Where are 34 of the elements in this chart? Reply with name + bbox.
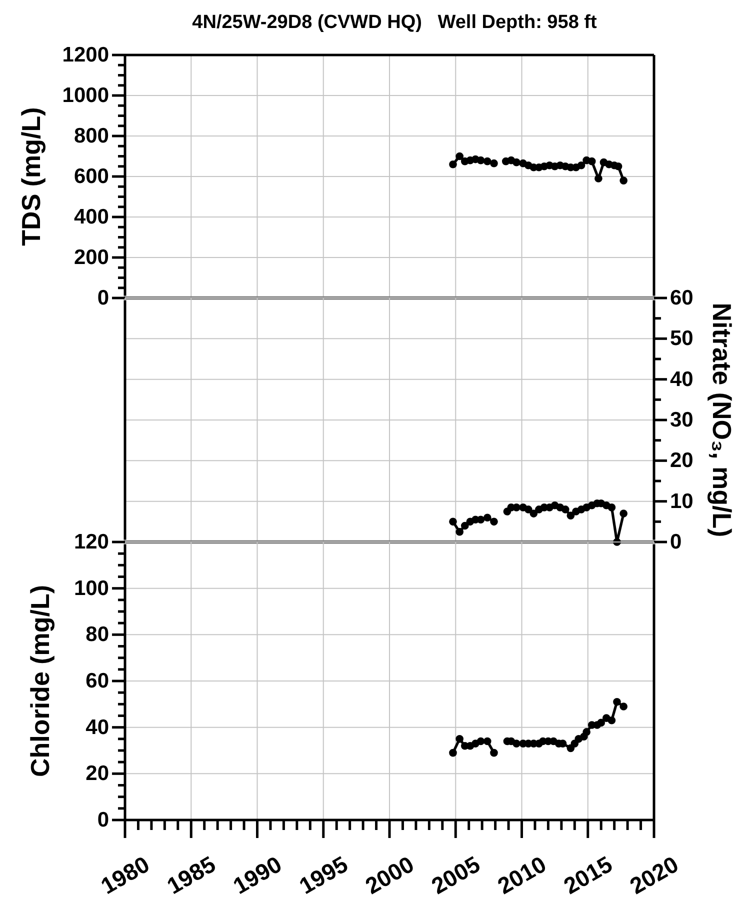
x-tick-label: 1980 xyxy=(96,850,154,900)
x-tick-label: 2000 xyxy=(360,850,418,900)
y-axis-title: TDS (mg/L) xyxy=(16,107,46,246)
y-tick-label: 0 xyxy=(97,808,109,832)
y-tick-label: 20 xyxy=(86,762,109,786)
y-tick-label: 60 xyxy=(670,286,694,310)
y-axis-title: Nitrate (NO₃, mg/L) xyxy=(707,302,737,538)
y-tick-label: 600 xyxy=(74,165,109,188)
y-tick-label: 400 xyxy=(74,206,109,228)
y-tick-label: 100 xyxy=(74,576,109,600)
chart-title: 4N/25W-29D8 (CVWD HQ) Well Depth: 958 ft xyxy=(192,12,598,32)
y-tick-label: 800 xyxy=(74,124,109,148)
x-tick-label: 2015 xyxy=(559,850,617,900)
x-tick-label: 2010 xyxy=(493,850,550,900)
y-tick-label: 1000 xyxy=(62,84,109,107)
y-tick-label: 80 xyxy=(86,623,109,646)
y-tick-label: 30 xyxy=(670,408,694,432)
y-tick-label: 120 xyxy=(74,530,109,554)
y-tick-label: 60 xyxy=(86,670,109,692)
y-tick-label: 1200 xyxy=(62,44,109,66)
y-tick-label: 40 xyxy=(86,716,109,739)
y-tick-label: 0 xyxy=(97,286,109,310)
y-tick-label: 50 xyxy=(670,327,694,350)
y-tick-label: 40 xyxy=(670,368,694,391)
x-tick-label: 2020 xyxy=(625,850,683,900)
x-tick-label: 1985 xyxy=(162,850,220,900)
y-axis-title: Chloride (mg/L) xyxy=(25,584,55,778)
y-tick-label: 200 xyxy=(74,246,109,269)
x-tick-label: 2005 xyxy=(426,850,484,900)
x-tick-label: 1995 xyxy=(294,850,352,900)
y-tick-label: 10 xyxy=(670,490,694,513)
x-tick-label: 1990 xyxy=(228,850,286,900)
y-tick-label: 0 xyxy=(670,530,682,554)
y-tick-label: 20 xyxy=(670,449,694,472)
